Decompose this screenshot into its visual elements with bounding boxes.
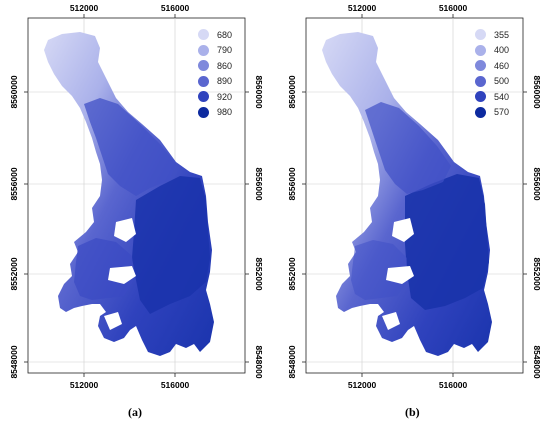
legend-item: 860	[198, 58, 232, 74]
x-tick-top: 512000	[70, 3, 99, 13]
legend-swatch	[198, 91, 209, 103]
legend-swatch	[198, 29, 209, 41]
caption-a: (a)	[128, 405, 142, 419]
map-core	[132, 176, 210, 314]
legend-label: 790	[217, 45, 233, 56]
y-tick-left: 8556000	[9, 167, 19, 200]
ticks	[24, 14, 249, 377]
caption-b: (b)	[405, 405, 420, 419]
legend-item: 400	[475, 43, 509, 59]
map-panel-b: 512000 516000 512000 516000 8560000 8556…	[275, 0, 550, 423]
x-tick-bottom: 516000	[439, 380, 468, 390]
legend-item: 680	[198, 27, 232, 43]
legend-label: 400	[494, 45, 510, 56]
legend-item: 790	[198, 43, 232, 59]
map-frame	[27, 17, 246, 374]
legend-label: 570	[494, 107, 510, 118]
ticks	[302, 14, 527, 377]
legend-swatch	[475, 91, 486, 103]
legend-label: 540	[494, 91, 510, 102]
y-tick-right: 8548000	[532, 345, 542, 378]
legend-label: 460	[494, 60, 510, 71]
y-tick-left: 8560000	[287, 75, 297, 108]
legend-item: 980	[198, 105, 232, 121]
legend-item: 570	[475, 105, 509, 121]
legend-swatch	[198, 60, 209, 72]
legend-b: 355 400 460 500 540 570	[475, 27, 509, 120]
legend-item: 920	[198, 89, 232, 105]
legend-swatch	[475, 44, 486, 56]
legend-swatch	[475, 60, 486, 72]
legend-label: 500	[494, 76, 510, 87]
legend-label: 355	[494, 29, 510, 40]
legend-swatch	[198, 44, 209, 56]
map-frame	[305, 17, 524, 374]
legend-label: 980	[217, 107, 233, 118]
legend-label: 890	[217, 76, 233, 87]
y-tick-left: 8552000	[287, 257, 297, 290]
x-tick-top: 516000	[439, 3, 468, 13]
legend-swatch	[475, 106, 486, 118]
y-tick-right: 8552000	[532, 257, 542, 290]
map-hole	[108, 266, 136, 284]
legend-label: 920	[217, 91, 233, 102]
y-tick-right: 8560000	[254, 75, 264, 108]
legend-item: 500	[475, 74, 509, 90]
map-hole	[104, 312, 122, 330]
legend-swatch	[475, 29, 486, 41]
legend-swatch	[198, 106, 209, 118]
x-tick-bottom: 512000	[348, 380, 377, 390]
y-tick-right: 8556000	[532, 167, 542, 200]
legend-item: 355	[475, 27, 509, 43]
y-tick-right: 8548000	[254, 345, 264, 378]
legend-label: 860	[217, 60, 233, 71]
y-tick-left: 8556000	[287, 167, 297, 200]
map-a: 512000 516000 512000 516000 8560000 8556…	[9, 3, 264, 390]
legend-label: 680	[217, 29, 233, 40]
legend-a: 680 790 860 890 920 980	[198, 27, 232, 120]
y-tick-right: 8556000	[254, 167, 264, 200]
map-hole	[382, 312, 400, 330]
legend-item: 540	[475, 89, 509, 105]
map-mid-north	[84, 98, 176, 196]
map-core	[405, 174, 489, 310]
legend-swatch	[475, 75, 486, 87]
y-tick-left: 8548000	[9, 345, 19, 378]
map-hole	[392, 218, 414, 242]
y-tick-left: 8548000	[287, 345, 297, 378]
x-tick-top: 512000	[348, 3, 377, 13]
y-tick-left: 8552000	[9, 257, 19, 290]
y-tick-left: 8560000	[9, 75, 19, 108]
legend-item: 460	[475, 58, 509, 74]
y-tick-right: 8552000	[254, 257, 264, 290]
legend-item: 890	[198, 74, 232, 90]
map-mid-north	[365, 102, 451, 194]
map-panel-a: 512000 516000 512000 516000 8560000 8556…	[9, 3, 264, 419]
x-tick-bottom: 516000	[161, 380, 190, 390]
legend-swatch	[198, 75, 209, 87]
x-tick-top: 516000	[161, 3, 190, 13]
map-hole	[386, 266, 414, 284]
map-mid-west	[351, 240, 407, 300]
x-tick-bottom: 512000	[70, 380, 99, 390]
map-b: 512000 516000 512000 516000 8560000 8556…	[287, 3, 542, 390]
y-tick-right: 8560000	[532, 75, 542, 108]
map-mid-west	[74, 238, 134, 300]
map-hole	[114, 218, 136, 242]
